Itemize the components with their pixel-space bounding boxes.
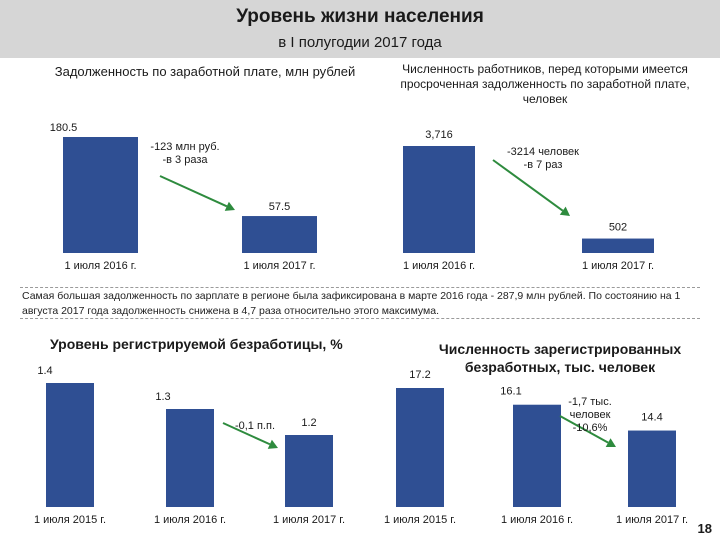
chart-2-value-label-1: 3,716 (425, 129, 453, 141)
chart-3-value-label-3: 1.2 (301, 417, 316, 429)
chart-2-trend-arrow (492, 159, 564, 212)
chart-3-trend-arrow (222, 422, 271, 446)
chart-1-annotation-1: -123 млн руб. (150, 141, 219, 153)
chart-1-category-label-1: 1 июля 2016 г. (64, 260, 136, 272)
page-number: 18 (697, 521, 712, 536)
chart-2-trend-arrow-head (559, 206, 570, 216)
chart-workers-debt: 3,716 1 июля 2016 г. 502 1 июля 2017 г. -321… (403, 129, 654, 272)
chart-4-annotation-2: человек (570, 409, 611, 421)
chart-3-trend-arrow-head (267, 439, 278, 449)
chart-4-category-label-2: 1 июля 2016 г. (501, 514, 573, 526)
header-band (0, 0, 720, 58)
chart-1-title: Задолженность по заработной плате, млн р… (54, 64, 356, 79)
chart-1-value-label-1: 180.5 (50, 122, 78, 134)
chart-3-value-label-2: 1.3 (155, 391, 170, 403)
chart-2-category-label-1: 1 июля 2016 г. (403, 260, 475, 272)
chart-2-bar-1 (403, 146, 475, 253)
page-subtitle: в I полугодии 2017 года (278, 34, 442, 51)
chart-2-category-label-2: 1 июля 2017 г. (582, 260, 654, 272)
chart-3-category-label-3: 1 июля 2017 г. (273, 514, 345, 526)
chart-2-title: Численность работников, перед которыми и… (400, 62, 690, 106)
chart-4-trend-arrow-head (605, 438, 616, 448)
chart-3-annotation-1: -0,1 п.п. (235, 420, 275, 432)
chart-4-annotation-3: -10,6% (573, 422, 608, 434)
chart-3-value-label-1: 1.4 (37, 365, 52, 377)
chart-3-bar-3 (285, 435, 333, 507)
chart-unemployment-rate: 1.4 1 июля 2015 г. 1.3 1 июля 2016 г. 1.2 1 и… (34, 365, 345, 526)
chart-2-bar-2 (582, 238, 654, 253)
chart-3-category-label-1: 1 июля 2015 г. (34, 514, 106, 526)
chart-registered-unemployed: 17.2 1 июля 2015 г. 16.1 1 июля 2016 г. 14.4… (384, 369, 688, 526)
chart-1-trend-arrow (159, 175, 228, 208)
chart-1-annotation-2: -в 3 раза (162, 154, 208, 166)
chart-4-category-label-1: 1 июля 2015 г. (384, 514, 456, 526)
chart-2-value-label-2: 502 (609, 222, 627, 234)
chart-4-category-label-3: 1 июля 2017 г. (616, 514, 688, 526)
chart-3-category-label-2: 1 июля 2016 г. (154, 514, 226, 526)
chart-1-category-label-2: 1 июля 2017 г. (243, 260, 315, 272)
chart-4-annotation-1: -1,7 тыс. (568, 396, 612, 408)
chart-4-value-label-3: 14.4 (641, 412, 662, 424)
chart-3-title: Уровень регистрируемой безработицы, % (50, 336, 343, 352)
chart-4-value-label-2: 16.1 (500, 386, 521, 398)
chart-4-value-label-1: 17.2 (409, 369, 430, 381)
chart-4-trend-arrow (559, 415, 609, 444)
chart-2-annotation-2: -в 7 раз (524, 159, 563, 171)
chart-2-annotation-1: -3214 человек (507, 146, 579, 158)
chart-1-bar-1 (63, 137, 138, 253)
chart-1-value-label-2: 57.5 (269, 201, 290, 213)
chart-3-bar-2 (166, 409, 214, 507)
page-title: Уровень жизни населения (236, 6, 484, 27)
chart-4-bar-1 (396, 388, 444, 507)
summary-note: Самая большая задолженность по зарплате … (20, 287, 700, 319)
chart-4-bar-3 (628, 430, 676, 507)
chart-4-title: Численность зарегистрированных безработн… (438, 341, 682, 375)
chart-1-bar-2 (242, 216, 317, 253)
chart-3-bar-1 (46, 383, 94, 507)
chart-1-trend-arrow-head (224, 201, 235, 211)
chart-debt-salary: 180.5 1 июля 2016 г. 57.5 1 июля 2017 г. -12… (50, 122, 317, 272)
chart-4-bar-2 (513, 404, 561, 507)
